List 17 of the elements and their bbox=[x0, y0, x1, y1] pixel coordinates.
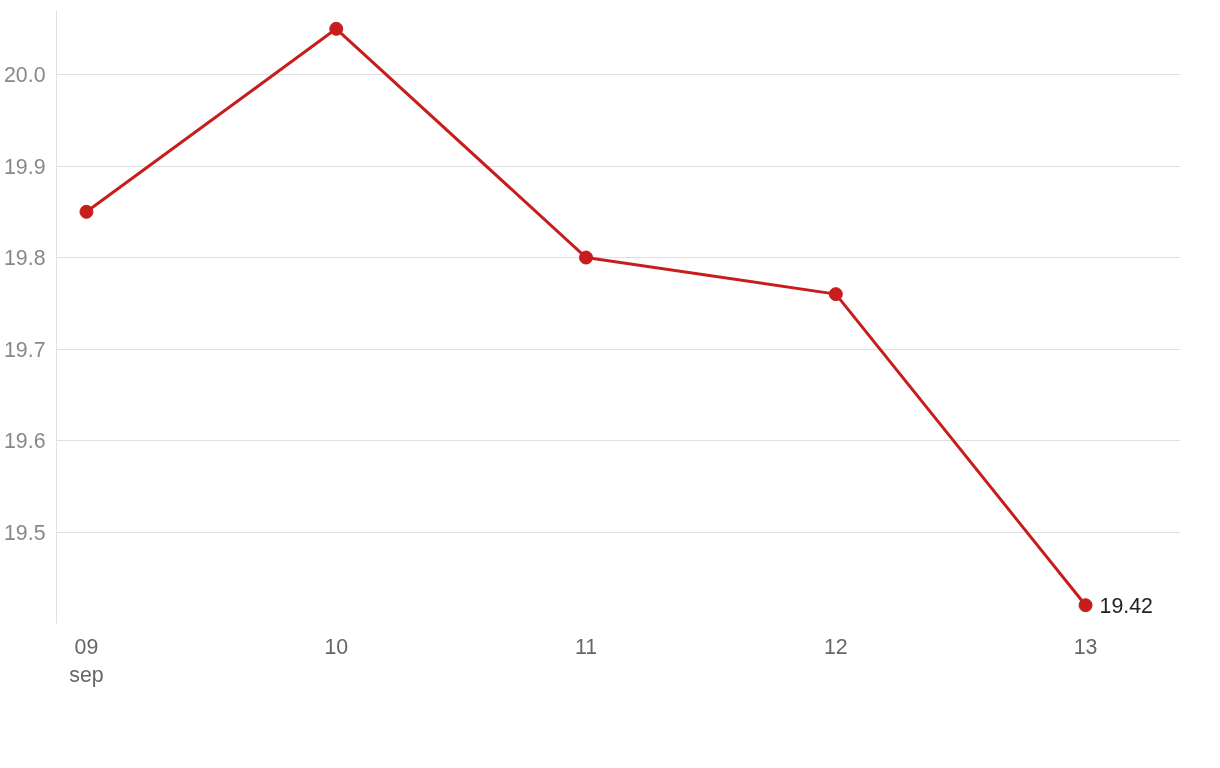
x-tick-label: 12 bbox=[823, 634, 848, 659]
y-tick-label: 19.8 bbox=[3, 246, 46, 271]
y-tick-label: 19.7 bbox=[3, 337, 46, 362]
y-tick-label: 20.0 bbox=[3, 63, 46, 88]
point bbox=[579, 250, 594, 265]
x-tick-label: 09 sep bbox=[69, 634, 104, 688]
point bbox=[79, 204, 94, 219]
y-tick-label: 19.6 bbox=[3, 429, 46, 454]
point bbox=[828, 287, 843, 302]
y-tick-label: 19.9 bbox=[3, 154, 46, 179]
y-tick-label: 19.5 bbox=[3, 520, 46, 545]
x-tick-label: 10 bbox=[324, 634, 349, 659]
point bbox=[1078, 598, 1093, 613]
x-tick-label: 11 bbox=[574, 634, 598, 659]
x-tick-label: 13 bbox=[1073, 634, 1098, 659]
data-label: 19.42 bbox=[1099, 593, 1153, 618]
point bbox=[329, 21, 344, 36]
